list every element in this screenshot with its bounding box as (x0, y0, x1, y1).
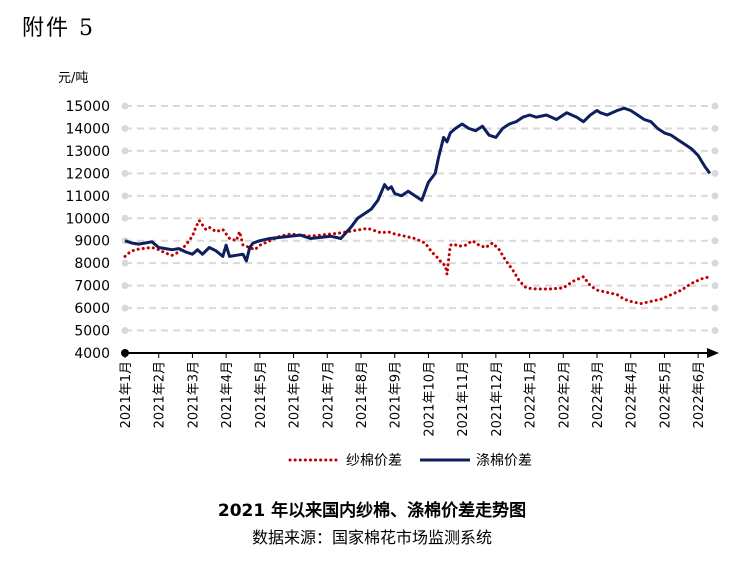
gridline-end-dot (711, 192, 719, 200)
y-axis-label: 元/吨 (58, 71, 88, 86)
gridline-start-dot (121, 327, 129, 335)
gridline-start-dot (121, 304, 129, 312)
x-tick-label: 2021年2月 (153, 361, 168, 428)
gridline-start-dot (121, 259, 129, 267)
x-tick-label: 2022年6月 (692, 361, 707, 428)
x-tick-label: 2022年2月 (557, 361, 572, 428)
y-tick-labels: 4000 5000 6000 7000 8000 9000 10000 11000 12000 1… (65, 99, 110, 362)
x-tick-label: 2022年3月 (591, 361, 606, 428)
y-tick-label: 9000 (74, 234, 110, 250)
gridline-end-dot (711, 259, 719, 267)
y-tick-label: 8000 (74, 256, 110, 272)
x-tick-label: 2021年10月 (422, 361, 437, 437)
x-tick-label: 2022年5月 (658, 361, 673, 428)
x-axis-arrow (707, 348, 719, 358)
gridlines (121, 102, 719, 335)
x-tick-label: 2021年4月 (220, 361, 235, 428)
gridline-end-dot (711, 169, 719, 177)
gridline-end-dot (711, 147, 719, 155)
y-tick-label: 6000 (74, 301, 110, 317)
x-tick-label: 2021年9月 (389, 361, 404, 428)
y-tick-label: 11000 (65, 189, 110, 205)
series-lines (123, 106, 712, 306)
x-tick-label: 2021年1月 (119, 361, 134, 428)
gridline-end-dot (711, 282, 719, 290)
x-tick-label: 2021年3月 (186, 361, 201, 428)
y-tick-label: 4000 (74, 346, 110, 362)
legend-label-yarn: 纱棉价差 (346, 452, 402, 469)
gridline-start-dot (121, 102, 129, 110)
gridline-end-dot (711, 237, 719, 245)
x-tick-label: 2021年6月 (288, 361, 303, 428)
chart-source: 数据来源：国家棉花市场监测系统 (251, 528, 492, 547)
gridline-start-dot (121, 282, 129, 290)
x-tick-label: 2021年5月 (254, 361, 269, 428)
x-tick-label: 2021年7月 (321, 361, 336, 428)
gridline-end-dot (711, 102, 719, 110)
x-tick-labels: 2021年1月 2021年2月 2021年3月 2021年4月 2021年5月 2021年… (119, 361, 707, 437)
x-tick-label: 2021年12月 (490, 361, 505, 437)
gridline-start-dot (121, 169, 129, 177)
x-axis (121, 348, 719, 358)
legend: 纱棉价差 涤棉价差 (288, 452, 532, 469)
yarn-cotton-spread-line (123, 219, 712, 306)
gridline-end-dot (711, 214, 719, 222)
attachment-label: 附件 5 (22, 16, 95, 41)
y-tick-label: 5000 (74, 324, 110, 340)
gridline-end-dot (711, 327, 719, 335)
gridline-end-dot (711, 124, 719, 132)
y-tick-label: 7000 (74, 279, 110, 295)
legend-label-polyester: 涤棉价差 (476, 452, 532, 469)
y-tick-label: 15000 (65, 99, 110, 115)
polyester-cotton-spread-line (124, 106, 712, 263)
x-tick-label: 2022年4月 (625, 361, 640, 428)
x-tick-label: 2022年1月 (524, 361, 539, 428)
y-tick-label: 10000 (65, 211, 110, 227)
x-tick-label: 2021年11月 (456, 361, 471, 437)
gridline-end-dot (711, 304, 719, 312)
gridline-start-dot (121, 192, 129, 200)
gridline-start-dot (121, 147, 129, 155)
y-tick-label: 12000 (65, 166, 110, 182)
gridline-start-dot (121, 214, 129, 222)
y-tick-label: 13000 (65, 144, 110, 160)
chart-title: 2021 年以来国内纱棉、涤棉价差走势图 (217, 501, 527, 521)
gridline-start-dot (121, 124, 129, 132)
x-tick-label: 2021年8月 (355, 361, 370, 428)
y-tick-label: 14000 (65, 121, 110, 137)
